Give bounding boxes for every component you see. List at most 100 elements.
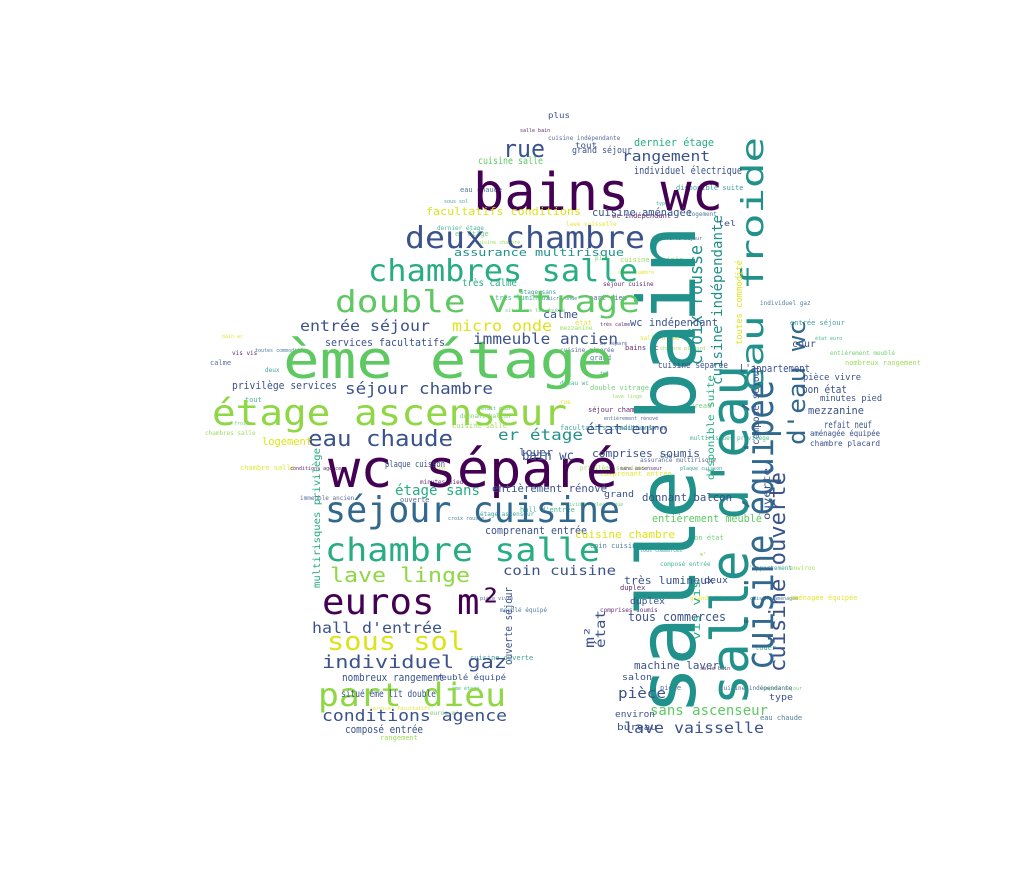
word-chambre-salle: chambre salle	[325, 531, 600, 569]
tiny-word-donnant-balcon: donnant balcon	[460, 413, 511, 420]
word-deux: deux	[704, 576, 729, 586]
word-tres-calme: très calme	[462, 277, 517, 289]
word-salon: salon	[622, 673, 652, 683]
tiny-word-bureau: bureau	[686, 402, 711, 410]
tiny-word-ouverte: ouverte	[400, 496, 430, 504]
tiny-word-tel: tel	[600, 371, 609, 377]
word-sous-sol: sous sol	[327, 627, 465, 657]
word-hall-d-entree: hall d'entrée	[312, 619, 442, 637]
tiny-word-louer: louer	[755, 644, 776, 652]
word-wc-separe: wc séparé	[328, 440, 618, 500]
tiny-word-plaque-cuisson: plaque cuisson	[680, 466, 722, 472]
tiny-word-entree-sejour: entrée séjour	[790, 319, 845, 327]
tiny-word-minutes-pied: minutes pied	[420, 479, 464, 486]
word-d-eau-wc: d'eau wc	[783, 320, 811, 445]
tiny-word-lave-vaisselle: lave vaisselle	[566, 221, 617, 228]
tiny-word-ouverte-sejour: ouverte séjour	[660, 235, 702, 242]
word-piece-vivre: pièce vivre	[803, 372, 861, 383]
tiny-word-er-etage: er étage	[455, 230, 489, 238]
word-assurance-multirisque: assurance multirisque	[454, 246, 624, 259]
tiny-word-d-eau-wc: d'eau wc	[560, 380, 589, 387]
tiny-word-comprises-soumis: comprises soumis	[600, 607, 658, 614]
word-mezzanine: mezzanine	[808, 404, 864, 417]
word-compose-sejour: composé séjour	[750, 365, 762, 445]
word-deux-chambre: deux chambre	[405, 221, 645, 256]
word-etage-sans: étage sans	[395, 483, 480, 499]
word-individuel-electrique: individuel électrique	[634, 164, 742, 177]
word-l-appartement: L'appartement	[740, 362, 810, 375]
tiny-word-sous-sol: sous sol	[444, 199, 468, 205]
word-louer: louer	[519, 446, 553, 459]
tiny-word-mezzanine: mezzanine	[560, 325, 593, 332]
tiny-word-bain-wc: bain wc	[222, 334, 243, 340]
word-cuisine-independante: cuisine indépendante	[710, 215, 726, 385]
tiny-word-grand: grand	[590, 354, 611, 362]
tiny-word-cuisine-ouverte: cuisine ouverte	[470, 654, 533, 662]
tiny-word-entierement-renove: entièrement rénové	[604, 415, 658, 422]
tiny-word-amenagee-equipee: aménagée équipée	[790, 594, 857, 602]
tiny-word-dernier-etage: dernier étage	[437, 225, 484, 232]
word-croix-rousse: croix rousse	[686, 245, 707, 365]
tiny-word-services-facultatifs: services facultatifs	[370, 706, 430, 712]
tiny-word-assurance-multirisque: assurance multirisque	[640, 457, 716, 464]
tiny-word-plus: plus	[595, 255, 610, 262]
tiny-word-facultatifs-conditions: facultatifs conditions	[560, 424, 653, 432]
tiny-word-micro-onde: micro onde	[547, 296, 577, 302]
tiny-word-multirisques-privilege: multirisques privilège	[690, 435, 770, 442]
word-eau-froide: eau froide	[736, 137, 771, 392]
word-salle-d-eau: salle d'eau	[701, 365, 761, 705]
tiny-word-salon: salon	[430, 466, 445, 472]
word-facultatifs-conditions: facultatifs conditions	[426, 205, 581, 218]
tiny-word-wc-separe: wc séparé	[600, 340, 627, 347]
word-immeuble-ancien: immeuble ancien	[473, 330, 618, 348]
tiny-word-salle-d-eau: salle d'eau	[640, 335, 680, 342]
word-salle-bain: salle bain	[621, 225, 714, 715]
tiny-word-etat-euro: état euro	[815, 335, 842, 342]
tiny-word-salle-bain: salle bain	[520, 128, 550, 134]
tiny-word-piece: pièce	[660, 684, 681, 692]
tiny-word-cuisine-independante: cuisine indépendante	[720, 685, 793, 692]
word-entree-sejour: entrée séjour	[300, 317, 430, 335]
word-tres-lumineux: très lumineux	[624, 574, 714, 587]
tiny-word-tres-lumineux: très lumineux	[495, 294, 550, 302]
word-tous-commerces: tous commerces	[628, 610, 726, 624]
tiny-word-sejour-cuisine: séjour cuisine	[603, 281, 654, 288]
tiny-word-cuisine-independante: cuisine indépendante	[548, 135, 621, 142]
word-cuisine-chambre: cuisine chambre	[575, 528, 675, 541]
word-part-dieu: part dieu	[318, 676, 506, 714]
word-multirisques-privilege: multirisques privilège	[311, 448, 323, 588]
tiny-word-grand-sejour: grand séjour	[690, 595, 734, 602]
tiny-word-entierement-meuble: entièrement meublé	[830, 350, 895, 357]
tiny-word-rue: rue	[560, 399, 571, 406]
word-wc-independant: wc indépendant	[630, 316, 718, 329]
word-services-facultatifs: services facultatifs	[325, 336, 445, 349]
word-sejour-chambre: séjour chambre	[345, 379, 493, 398]
tiny-word-piece-vivre: pièce vivre	[480, 595, 513, 602]
tiny-word-immeuble-ancien: immeuble ancien	[300, 495, 355, 502]
word-comprenant-entree: comprenant entrée	[485, 524, 587, 537]
word-m: m²	[583, 626, 598, 648]
word-toutes-commodite: toutes commodité	[734, 260, 745, 345]
word-etat: état	[594, 610, 609, 648]
word-chambre-placard: chambre placard	[810, 439, 880, 448]
tiny-word-tres-calme: très calme	[600, 321, 630, 328]
word-cuisine-salle: cuisine salle	[478, 156, 543, 167]
word-duplex: duplex	[630, 597, 666, 607]
word-vis-vis: vis vis	[690, 580, 703, 640]
tiny-word-eme-etage: ème étage	[452, 685, 479, 692]
word-situe-eme-lit-double: situé ème lit double	[341, 688, 436, 700]
word-eau-chaude: eau chaude	[308, 427, 453, 452]
word-ouverte-sejour: ouverte séjour	[502, 587, 515, 665]
tiny-word-environ: environ	[790, 565, 816, 572]
word-privilege-services: privilège services	[232, 379, 337, 392]
tiny-word-compose-sejour: composé séjour	[760, 685, 802, 692]
tiny-word-eau-froide: eau froide	[222, 421, 252, 427]
tiny-word-cuisine-amenagee: cuisine aménagée	[750, 595, 798, 602]
tiny-word-refait-neuf: refait neuf	[478, 406, 511, 412]
word-grand: grand	[604, 490, 634, 500]
tiny-word-deux-chambre: deux chambre	[618, 270, 654, 276]
word-piece: pièce	[618, 686, 666, 702]
word-conditions-agence: conditions agence	[322, 706, 507, 725]
word-logement: logement	[262, 435, 312, 448]
